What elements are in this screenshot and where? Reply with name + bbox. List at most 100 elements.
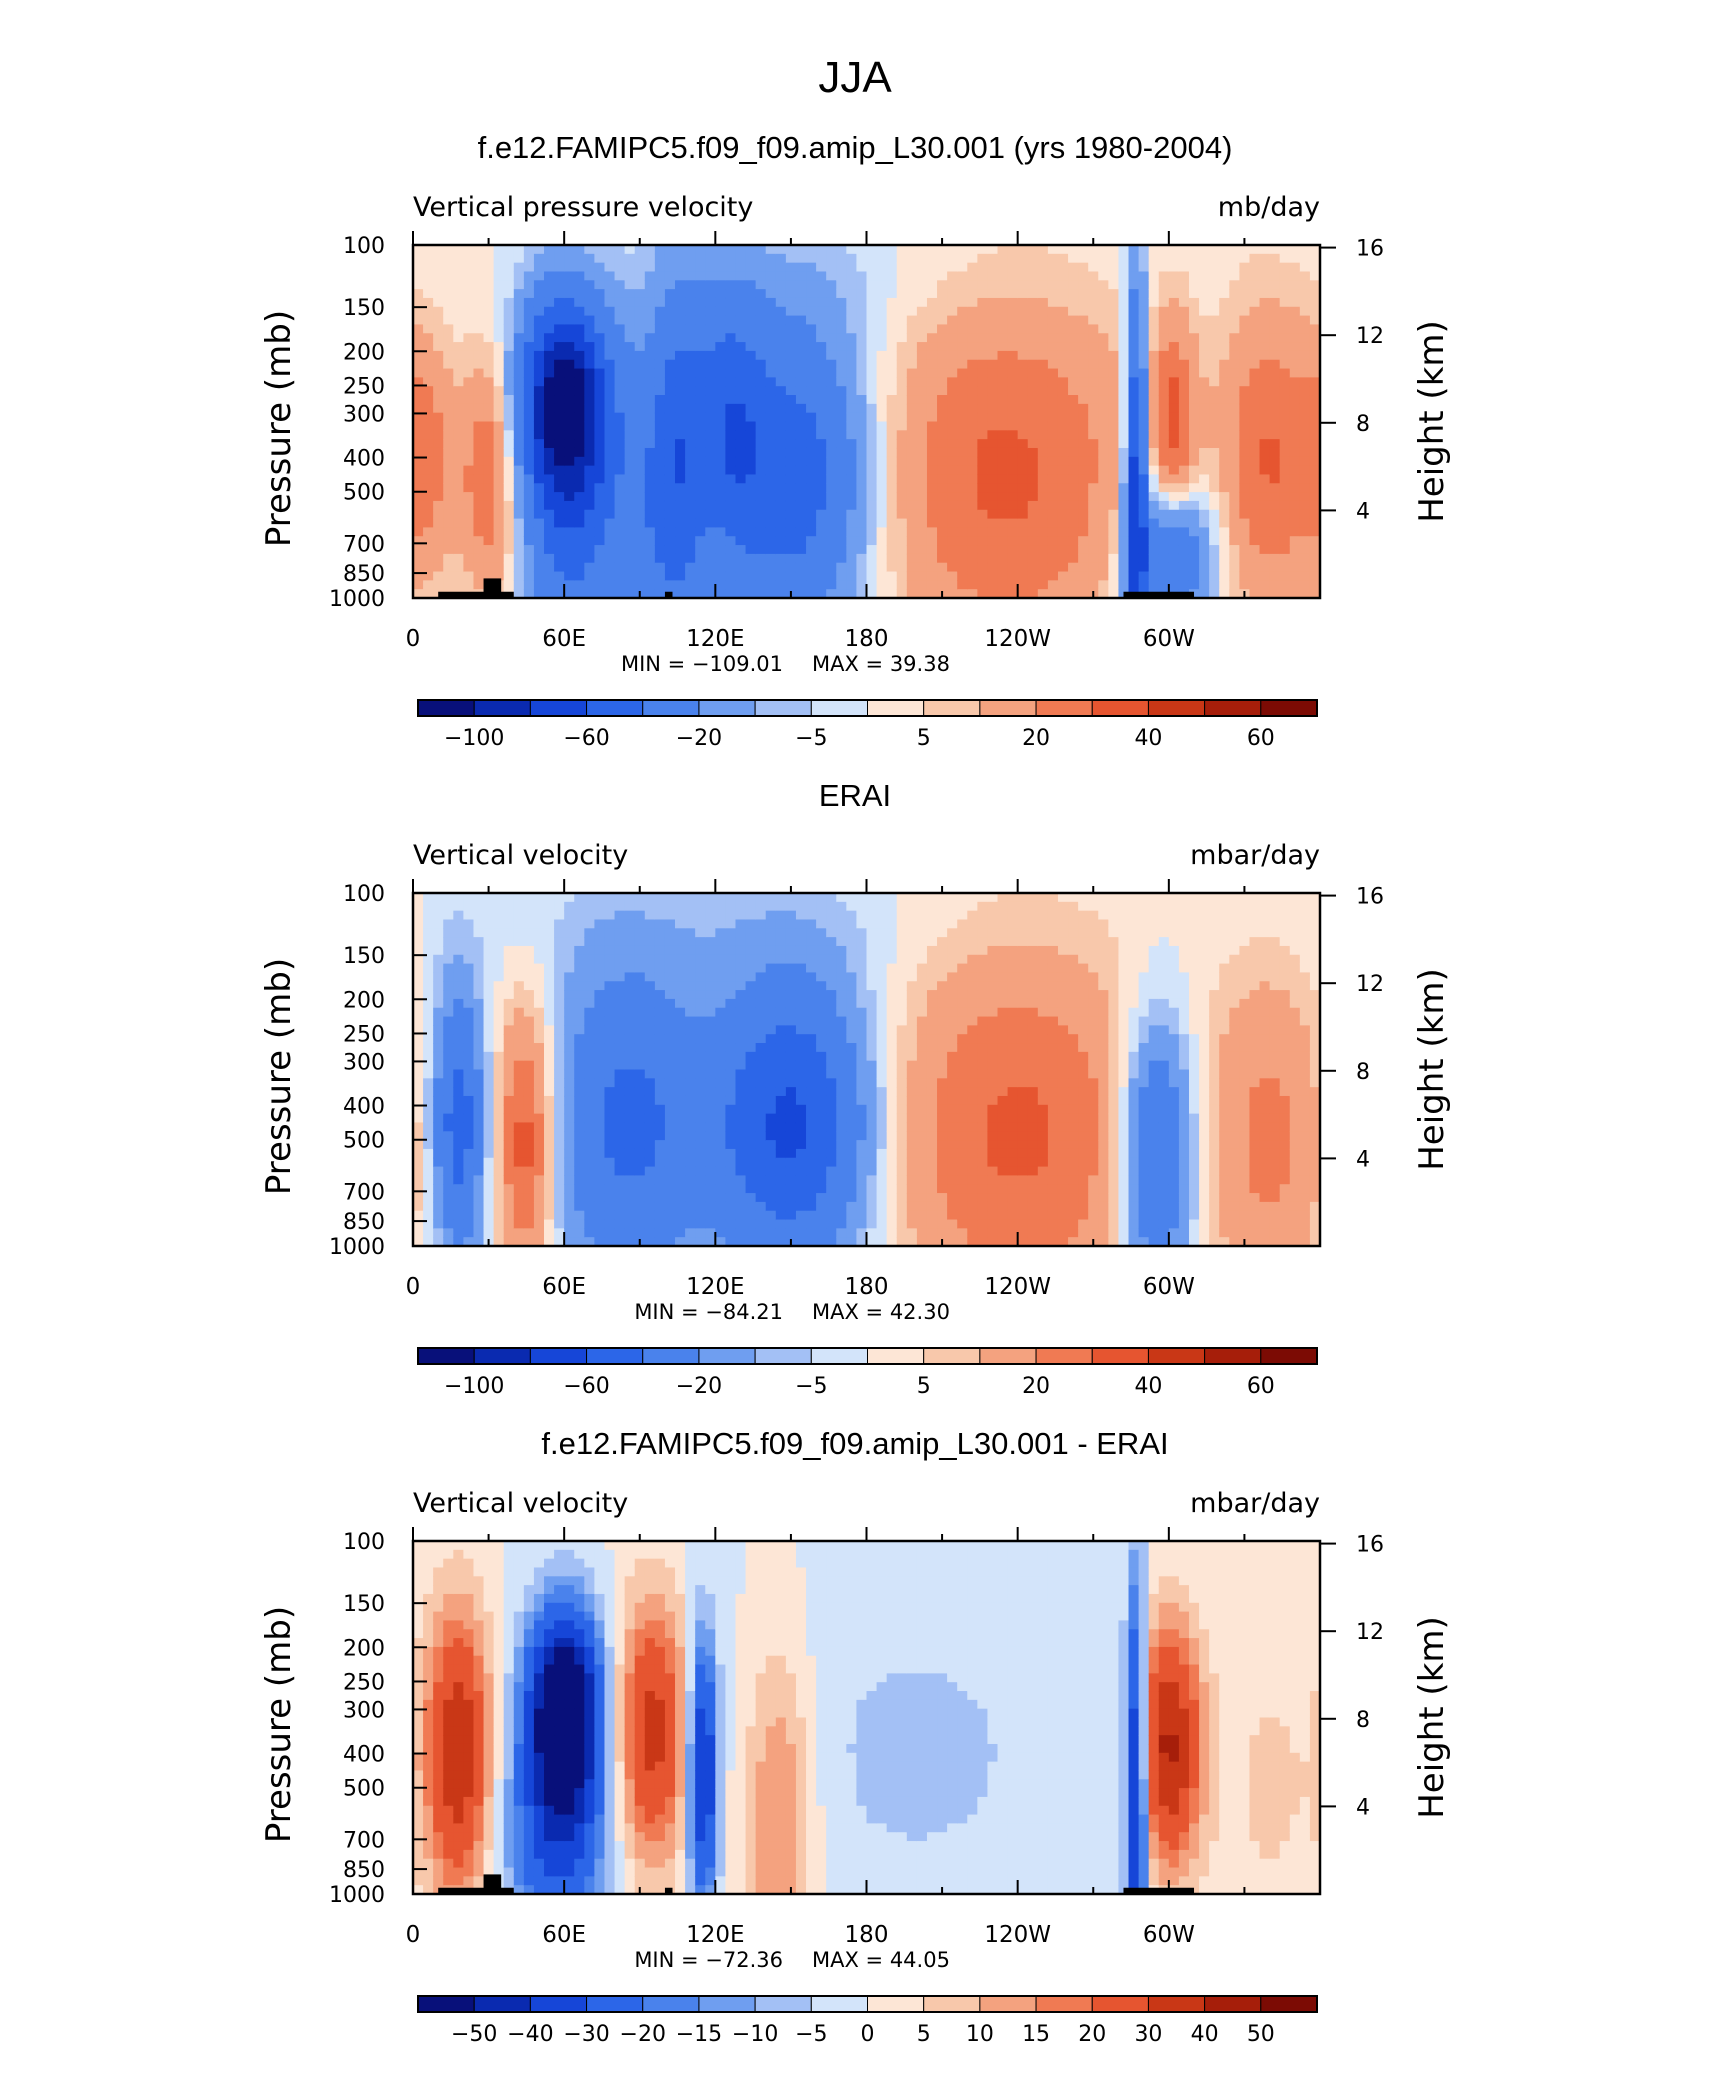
heatmap-cell xyxy=(1078,527,1089,537)
heatmap-cell xyxy=(795,571,807,581)
heatmap-cell xyxy=(544,963,555,974)
heatmap-cell xyxy=(997,280,1009,290)
heatmap-cell xyxy=(1068,580,1079,590)
heatmap-cell xyxy=(634,527,646,537)
heatmap-cell xyxy=(715,1237,727,1247)
heatmap-cell xyxy=(624,545,636,555)
heatmap-cell xyxy=(614,315,626,326)
heatmap-cell xyxy=(523,1175,535,1185)
heatmap-cell xyxy=(695,377,706,387)
heatmap-cell xyxy=(634,972,646,982)
heatmap-cell xyxy=(574,954,585,965)
heatmap-cell xyxy=(503,545,515,555)
heatmap-cell xyxy=(594,1210,606,1221)
heatmap-cell xyxy=(685,1201,696,1212)
heatmap-cell xyxy=(544,253,555,264)
heatmap-cell xyxy=(765,395,777,405)
heatmap-cell xyxy=(1259,439,1271,449)
heatmap-cell xyxy=(926,553,938,564)
heatmap-cell xyxy=(795,253,807,264)
heatmap-cell xyxy=(705,1043,716,1053)
heatmap-cell xyxy=(866,342,878,352)
heatmap-cell xyxy=(453,518,464,528)
heatmap-cell xyxy=(644,333,656,343)
heatmap-cell xyxy=(413,271,424,281)
heatmap-cell xyxy=(1289,289,1301,299)
heatmap-cell xyxy=(614,901,626,912)
heatmap-cell xyxy=(987,571,999,581)
heatmap-cell xyxy=(725,403,737,414)
heatmap-cell xyxy=(654,1025,666,1035)
heatmap-cell xyxy=(1299,430,1311,440)
heatmap-cell xyxy=(1209,289,1220,299)
heatmap-cell xyxy=(413,262,424,273)
heatmap-cell xyxy=(765,412,777,423)
heatmap-cell xyxy=(664,1078,676,1088)
heatmap-cell xyxy=(685,1122,696,1132)
heatmap-cell xyxy=(594,1095,606,1106)
heatmap-cell xyxy=(473,1025,485,1035)
heatmap-cell xyxy=(1259,412,1271,423)
heatmap-cell xyxy=(664,315,676,326)
heatmap-cell xyxy=(564,492,575,502)
heatmap-cell xyxy=(533,271,545,281)
heatmap-cell xyxy=(1068,403,1079,414)
heatmap-cell xyxy=(604,945,616,956)
heatmap-cell xyxy=(594,500,606,511)
heatmap-cell xyxy=(1199,315,1210,326)
heatmap-cell xyxy=(947,483,958,493)
heatmap-cell xyxy=(463,1157,475,1168)
heatmap-cell xyxy=(695,963,706,974)
figure-title: JJA xyxy=(818,53,892,102)
heatmap-cell xyxy=(533,377,545,387)
heatmap-cell xyxy=(1219,333,1230,343)
heatmap-cell xyxy=(493,403,505,414)
heatmap-cell xyxy=(775,289,787,299)
heatmap-cell xyxy=(664,1016,676,1026)
heatmap-cell xyxy=(554,1087,565,1097)
heatmap-cell xyxy=(624,262,636,273)
heatmap-cell xyxy=(413,518,424,528)
heatmap-cell xyxy=(463,262,475,273)
heatmap-cell xyxy=(695,1201,706,1212)
heatmap-cell xyxy=(594,1122,606,1132)
heatmap-cell xyxy=(896,297,908,308)
heatmap-cell xyxy=(413,1087,424,1097)
heatmap-cell xyxy=(1269,492,1281,502)
heatmap-cell xyxy=(493,315,505,326)
heatmap-cell xyxy=(564,545,575,555)
heatmap-cell xyxy=(544,1007,555,1018)
heatmap-cell xyxy=(433,439,444,449)
heatmap-cell xyxy=(473,571,485,581)
heatmap-cell xyxy=(624,562,636,573)
heatmap-cell xyxy=(1098,306,1109,317)
heatmap-cell xyxy=(705,1175,716,1185)
heatmap-cell xyxy=(1289,315,1301,326)
heatmap-cell xyxy=(1057,297,1069,308)
heatmap-cell xyxy=(664,945,676,956)
heatmap-cell xyxy=(916,324,928,334)
heatmap-cell xyxy=(503,1175,515,1185)
heatmap-cell xyxy=(533,492,545,502)
heatmap-cell xyxy=(533,901,545,912)
heatmap-cell xyxy=(1299,580,1311,590)
heatmap-cell xyxy=(513,1060,525,1071)
heatmap-cell xyxy=(453,245,464,255)
heatmap-cell xyxy=(1108,359,1120,370)
heatmap-cell xyxy=(644,474,656,484)
heatmap-cell xyxy=(735,998,747,1009)
heatmap-cell xyxy=(1108,324,1120,334)
heatmap-cell xyxy=(1299,447,1311,458)
heatmap-cell xyxy=(1199,359,1210,370)
heatmap-cell xyxy=(987,386,999,396)
heatmap-cell xyxy=(624,1043,636,1053)
heatmap-cell xyxy=(745,500,757,511)
heatmap-cell xyxy=(715,1122,727,1132)
heatmap-cell xyxy=(624,368,636,378)
heatmap-cell xyxy=(584,1043,595,1053)
heatmap-cell xyxy=(906,421,918,431)
heatmap-cell xyxy=(1199,536,1210,546)
heatmap-cell xyxy=(977,359,989,370)
heatmap-cell xyxy=(1017,359,1029,370)
heatmap-cell xyxy=(483,1007,495,1018)
